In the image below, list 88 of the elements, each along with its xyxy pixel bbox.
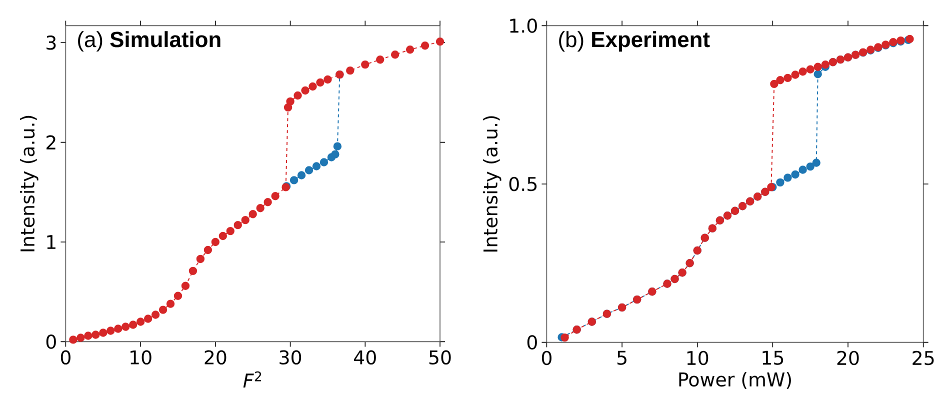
point xyxy=(234,220,242,230)
point xyxy=(297,171,306,180)
point xyxy=(308,82,317,91)
point xyxy=(798,68,807,76)
point xyxy=(420,42,430,50)
chart-title: (b) Experiment xyxy=(559,31,710,52)
point xyxy=(791,70,800,79)
point xyxy=(284,103,292,112)
point xyxy=(181,282,190,290)
point xyxy=(436,38,444,46)
point xyxy=(812,158,820,167)
x-tick-label: 0 xyxy=(60,350,70,365)
point xyxy=(304,166,314,174)
point xyxy=(333,142,342,150)
x-axis-title: Power (mW) xyxy=(679,372,791,389)
y-tick-label: 2 xyxy=(46,135,56,150)
point xyxy=(226,226,234,236)
y-tick-label: 3 xyxy=(46,35,56,50)
point xyxy=(256,204,264,212)
point xyxy=(316,78,324,87)
x-tick-label: 5 xyxy=(617,350,626,365)
point xyxy=(301,86,310,95)
point xyxy=(136,318,145,326)
point xyxy=(346,66,354,75)
x-tick-label: 30 xyxy=(280,350,302,365)
point xyxy=(158,306,168,314)
x-axis-title: F$^{2}$ xyxy=(243,371,262,388)
point xyxy=(76,334,85,342)
point xyxy=(151,310,160,319)
x-tick-label: 20 xyxy=(204,350,226,365)
point xyxy=(798,166,807,174)
point xyxy=(144,314,152,323)
x-tick-label: 50 xyxy=(429,350,451,365)
point xyxy=(290,176,298,184)
point xyxy=(294,91,302,100)
point xyxy=(784,74,792,82)
y-axis-title: Intensity (a.u.) xyxy=(482,116,502,252)
y-axis-title: Intensity (a.u.) xyxy=(20,116,38,252)
point xyxy=(99,328,108,337)
point xyxy=(241,216,250,224)
x-tick-label: 15 xyxy=(762,350,784,365)
x-tick-label: 40 xyxy=(354,350,376,365)
y-tick-label: 0 xyxy=(46,334,56,349)
point xyxy=(248,210,257,218)
y-tick-label: 0.5 xyxy=(509,176,537,192)
y-tick-label: 1.0 xyxy=(510,18,537,33)
point xyxy=(814,70,822,78)
point xyxy=(791,170,800,179)
point xyxy=(560,333,569,342)
y-tick-label: 1 xyxy=(47,235,56,249)
x-tick-label: 25 xyxy=(912,350,934,366)
point xyxy=(218,232,228,240)
point xyxy=(128,320,138,329)
point xyxy=(806,162,814,171)
x-tick-label: 20 xyxy=(837,350,859,366)
point xyxy=(166,300,175,308)
point xyxy=(69,336,78,344)
point xyxy=(390,50,400,59)
point xyxy=(331,150,340,158)
point xyxy=(806,65,814,74)
point xyxy=(92,330,100,339)
point xyxy=(114,324,122,333)
point xyxy=(376,55,384,64)
point xyxy=(776,178,784,187)
point xyxy=(264,198,272,206)
point xyxy=(312,162,321,170)
point xyxy=(814,62,822,71)
point xyxy=(361,60,370,69)
point xyxy=(770,80,778,88)
point xyxy=(320,158,328,166)
x-tick-label: 10 xyxy=(687,350,708,366)
point xyxy=(174,292,182,300)
point xyxy=(84,332,92,340)
point xyxy=(188,266,198,276)
y-tick-label: 0 xyxy=(527,335,537,350)
point xyxy=(211,238,220,246)
point xyxy=(784,174,792,182)
point xyxy=(271,192,280,200)
point xyxy=(121,322,130,331)
x-tick-label: 10 xyxy=(130,350,152,365)
point xyxy=(196,254,205,264)
chart-title: (a) Simulation xyxy=(78,31,220,52)
point xyxy=(406,46,414,54)
point xyxy=(204,246,212,254)
x-tick-label: 0 xyxy=(542,350,552,366)
point xyxy=(776,76,784,84)
point xyxy=(324,75,332,84)
point xyxy=(106,326,115,335)
